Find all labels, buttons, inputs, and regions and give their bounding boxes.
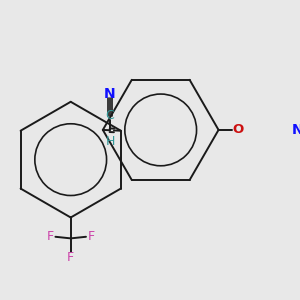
Text: H: H (106, 135, 115, 148)
Text: N: N (104, 87, 116, 101)
Text: F: F (46, 230, 53, 243)
Text: F: F (88, 230, 95, 243)
Text: N: N (292, 123, 300, 137)
Text: O: O (232, 123, 243, 136)
Text: C: C (105, 109, 114, 122)
Text: F: F (67, 251, 74, 264)
